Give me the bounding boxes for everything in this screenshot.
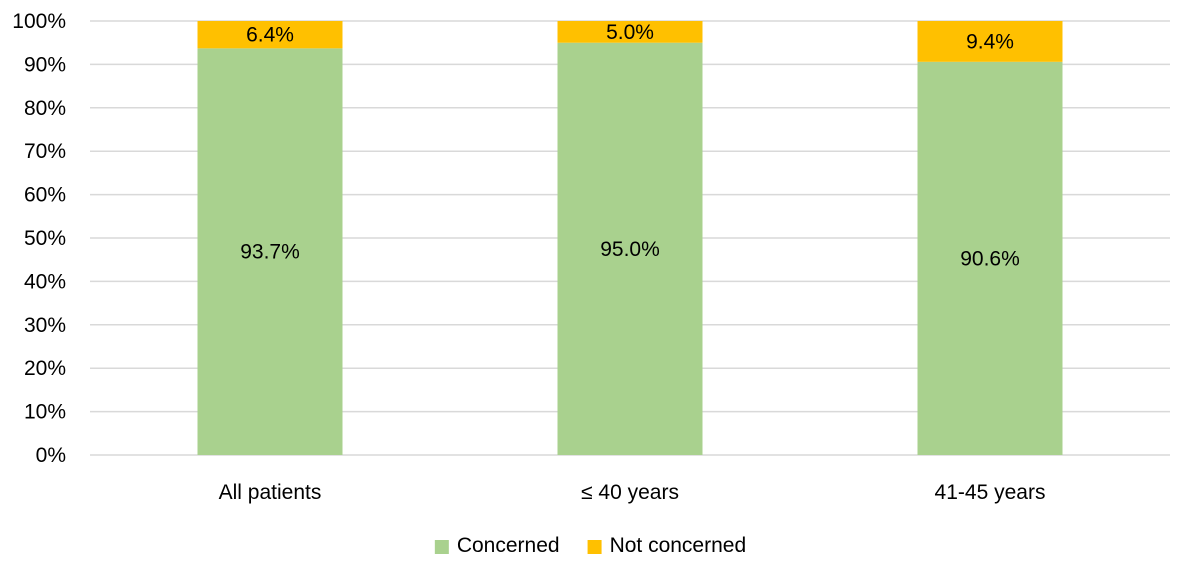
bar-not-concerned-0 (197, 21, 343, 49)
x-tick-label: All patients (219, 481, 322, 504)
y-tick-label: 80% (24, 97, 66, 120)
legend-item-not-concerned: Not concerned (587, 534, 747, 557)
data-label-concerned-0: 93.7% (240, 241, 300, 264)
legend-item-concerned: Concerned (434, 534, 560, 557)
y-tick-label: 60% (24, 184, 66, 207)
data-labels: 93.7% 6.4% 95.0% 5.0% 90.6% 9.4% (240, 21, 1020, 271)
y-tick-label: 30% (24, 314, 66, 337)
legend-label: Not concerned (610, 534, 747, 557)
y-tick-label: 90% (24, 53, 66, 76)
legend-swatch (434, 540, 449, 554)
x-tick-label: ≤ 40 years (581, 481, 679, 504)
bars (197, 21, 1063, 456)
bar-concerned-1 (557, 42, 703, 455)
bar-concerned-2 (917, 61, 1063, 456)
x-tick-label: 41-45 years (935, 481, 1046, 504)
data-label-not-concerned-0: 6.4% (246, 24, 294, 47)
y-tick-label: 100% (12, 10, 66, 33)
y-tick-label: 20% (24, 357, 66, 380)
data-label-concerned-1: 95.0% (600, 238, 660, 261)
bar-not-concerned-2 (917, 21, 1063, 62)
bar-concerned-0 (197, 48, 343, 455)
data-label-concerned-2: 90.6% (960, 247, 1020, 270)
y-tick-label: 70% (24, 140, 66, 163)
y-tick-label: 0% (36, 444, 66, 467)
legend-swatch (587, 540, 602, 554)
y-tick-label: 40% (24, 270, 66, 293)
data-label-not-concerned-2: 9.4% (966, 30, 1014, 53)
x-axis-ticks: All patients ≤ 40 years 41-45 years (219, 481, 1046, 504)
legend: Concerned Not concerned (434, 534, 747, 557)
data-label-not-concerned-1: 5.0% (606, 21, 654, 44)
y-tick-label: 10% (24, 401, 66, 424)
legend-label: Concerned (457, 534, 560, 557)
bar-not-concerned-1 (557, 21, 703, 43)
y-axis-ticks: 0% 10% 20% 30% 40% 50% 60% 70% 80% 90% 100% (12, 10, 66, 467)
y-tick-label: 50% (24, 227, 66, 250)
